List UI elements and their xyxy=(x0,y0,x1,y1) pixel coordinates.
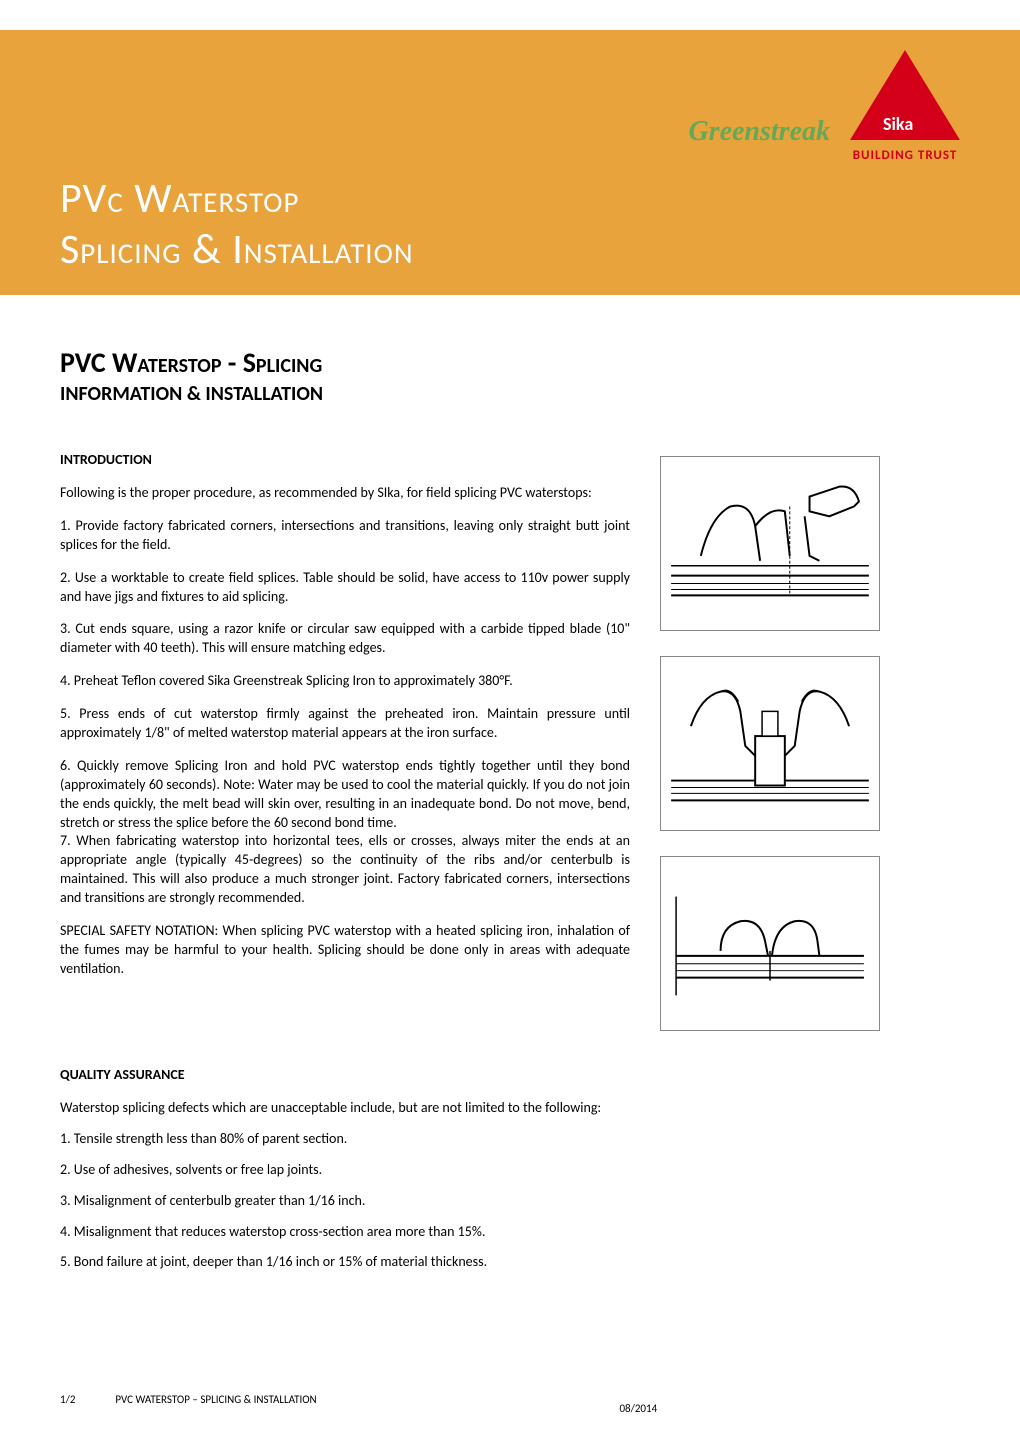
step-2: 2. Use a worktable to create field splic… xyxy=(60,569,630,607)
step-3: 3. Cut ends square, using a razor knife … xyxy=(60,620,630,658)
heating-illustration-icon xyxy=(661,657,879,830)
step-7: 7. When fabricating waterstop into horiz… xyxy=(60,832,630,908)
intro-heading: INTRODUCTION xyxy=(60,451,630,468)
sika-logo: Sika BUILDING TRUST xyxy=(850,50,960,163)
step-1: 1. Provide factory fabricated corners, i… xyxy=(60,517,630,555)
step-5: 5. Press ends of cut waterstop firmly ag… xyxy=(60,705,630,743)
qa-item-3: 3. Misalignment of centerbulb greater th… xyxy=(60,1192,960,1211)
greenstreak-logo: Greenstreak xyxy=(688,116,830,148)
title-line-2: Splicing & Installation xyxy=(60,224,414,275)
joining-illustration-icon xyxy=(661,857,879,1030)
title-container: PVc Waterstop Splicing & Installation xyxy=(60,173,414,275)
qa-intro: Waterstop splicing defects which are una… xyxy=(60,1099,960,1118)
footer-date: 08/2014 xyxy=(317,1384,960,1415)
step-6: 6. Quickly remove Splicing Iron and hold… xyxy=(60,757,630,833)
left-column: INTRODUCTION Following is the proper pro… xyxy=(60,451,630,1031)
brand-area: Greenstreak Sika BUILDING TRUST xyxy=(688,50,960,163)
step-4: 4. Preheat Teflon covered Sika Greenstre… xyxy=(60,672,630,691)
qa-item-2: 2. Use of adhesives, solvents or free la… xyxy=(60,1161,960,1180)
qa-item-1: 1. Tensile strength less than 80% of par… xyxy=(60,1130,960,1149)
qa-heading: QUALITY ASSURANCE xyxy=(60,1066,960,1083)
page-footer: 1/2 PVC WATERSTOP – SPLICING & INSTALLAT… xyxy=(0,1384,1020,1435)
sika-triangle-icon: Sika xyxy=(850,50,960,140)
title-line-1: PVc Waterstop xyxy=(60,173,414,224)
footer-doc-name: PVC WATERSTOP – SPLICING & INSTALLATION xyxy=(115,1393,316,1406)
qa-item-4: 4. Misalignment that reduces waterstop c… xyxy=(60,1223,960,1242)
cutting-illustration-icon xyxy=(661,457,879,630)
document-subtitle: INFORMATION & INSTALLATION xyxy=(60,382,960,406)
two-column-layout: INTRODUCTION Following is the proper pro… xyxy=(60,451,960,1031)
document-title: PVC Waterstop - Splicing xyxy=(60,345,960,380)
footer-page-number: 1/2 xyxy=(60,1393,75,1406)
header-band: Greenstreak Sika BUILDING TRUST PVc Wate… xyxy=(0,30,1020,295)
right-column xyxy=(660,451,880,1031)
intro-following: Following is the proper procedure, as re… xyxy=(60,484,630,503)
sika-text: Sika xyxy=(883,113,913,135)
qa-item-5: 5. Bond failure at joint, deeper than 1/… xyxy=(60,1253,960,1272)
figure-1-cutting xyxy=(660,456,880,631)
figure-3-joining xyxy=(660,856,880,1031)
figure-2-heating xyxy=(660,656,880,831)
safety-notation: SPECIAL SAFETY NOTATION: When splicing P… xyxy=(60,922,630,979)
quality-assurance-section: QUALITY ASSURANCE Waterstop splicing def… xyxy=(60,1066,960,1272)
content-area: PVC Waterstop - Splicing INFORMATION & I… xyxy=(0,295,1020,1324)
building-trust-tagline: BUILDING TRUST xyxy=(853,148,958,163)
